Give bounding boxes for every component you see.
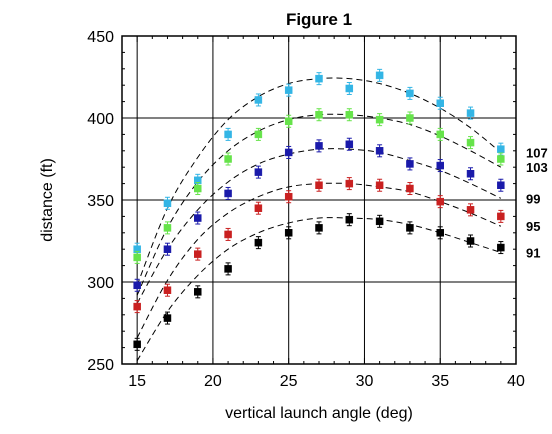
data-point-103: [284, 117, 293, 126]
data-point-103: [345, 110, 354, 119]
y-tick-label: 350: [87, 193, 114, 210]
data-point-91: [163, 314, 172, 322]
x-tick-label: 35: [431, 373, 449, 390]
x-tick-label: 30: [356, 373, 374, 390]
data-point-107: [315, 74, 323, 83]
data-point-91: [254, 238, 263, 247]
data-point-95: [254, 204, 263, 212]
tick-labels: 15 20 25 30 35 40 250 300 350 400 450: [87, 29, 525, 390]
data-point-91: [133, 340, 141, 349]
grid-lines: [122, 36, 516, 364]
data-point-91: [345, 215, 354, 224]
data-point-99: [194, 214, 202, 222]
data-point-91: [436, 229, 444, 237]
data-point-99: [315, 142, 323, 150]
data-point-91: [466, 237, 475, 245]
data-point-99: [375, 147, 384, 155]
data-point-95: [194, 250, 202, 258]
data-point-107: [254, 96, 263, 104]
x-axis-label: vertical launch angle (deg): [225, 405, 413, 422]
series-label-103: 103: [526, 160, 548, 175]
data-point-99: [163, 245, 172, 253]
data-point-107: [224, 130, 232, 139]
data-point-107: [466, 109, 475, 117]
y-tick-label: 300: [87, 275, 114, 292]
data-point-95: [163, 286, 172, 294]
data-point-95: [133, 302, 141, 311]
data-point-107: [345, 84, 354, 93]
data-point-91: [315, 224, 323, 232]
chart-title: Figure 1: [286, 10, 352, 29]
fit-curve-95: [136, 182, 502, 338]
data-point-95: [497, 212, 505, 221]
series-label-99: 99: [526, 191, 540, 206]
data-point-95: [284, 192, 293, 201]
data-point-103: [497, 155, 505, 163]
data-point-95: [375, 181, 384, 189]
y-tick-label: 450: [87, 29, 114, 46]
x-tick-label: 15: [128, 373, 146, 390]
y-tick-label: 400: [87, 111, 114, 128]
y-axis-label: distance (ft): [39, 158, 56, 242]
data-point-103: [224, 155, 232, 163]
data-point-99: [406, 160, 414, 168]
x-tick-label: 25: [280, 373, 298, 390]
data-point-99: [436, 161, 444, 170]
data-point-103: [315, 110, 323, 119]
data-point-99: [254, 168, 263, 176]
data-point-107: [406, 89, 414, 98]
data-points: [133, 68, 505, 351]
data-point-95: [436, 197, 444, 206]
data-point-99: [466, 170, 475, 178]
series-label-107: 107: [526, 145, 548, 160]
fit-curve-91: [136, 217, 502, 361]
data-point-99: [284, 148, 293, 157]
data-point-103: [163, 224, 172, 232]
data-point-99: [497, 181, 505, 189]
data-point-99: [224, 189, 232, 198]
data-point-103: [406, 114, 414, 122]
data-point-99: [133, 281, 141, 290]
series-label-95: 95: [526, 219, 540, 234]
series-label-91: 91: [526, 245, 540, 260]
data-point-103: [466, 138, 475, 147]
data-point-95: [345, 179, 354, 188]
data-point-107: [436, 99, 444, 107]
x-tick-label: 20: [204, 373, 222, 390]
data-point-95: [406, 184, 414, 193]
data-point-107: [284, 86, 293, 94]
data-point-107: [497, 145, 505, 153]
x-tick-label: 40: [507, 373, 525, 390]
data-point-95: [224, 230, 232, 239]
data-point-95: [466, 206, 475, 214]
data-point-91: [284, 229, 293, 237]
y-tick-label: 250: [87, 357, 114, 374]
data-point-91: [375, 217, 384, 226]
data-point-91: [224, 265, 232, 273]
axis-ticks: [121, 35, 517, 365]
data-point-103: [133, 253, 141, 262]
data-point-91: [406, 224, 414, 232]
data-point-103: [436, 130, 444, 139]
data-point-99: [345, 140, 354, 148]
data-point-103: [254, 130, 263, 139]
data-point-107: [163, 199, 172, 208]
data-point-91: [194, 288, 202, 296]
data-point-91: [497, 243, 505, 252]
data-point-103: [375, 115, 384, 124]
data-point-107: [375, 71, 384, 80]
data-point-95: [315, 181, 323, 189]
data-point-103: [194, 184, 202, 193]
